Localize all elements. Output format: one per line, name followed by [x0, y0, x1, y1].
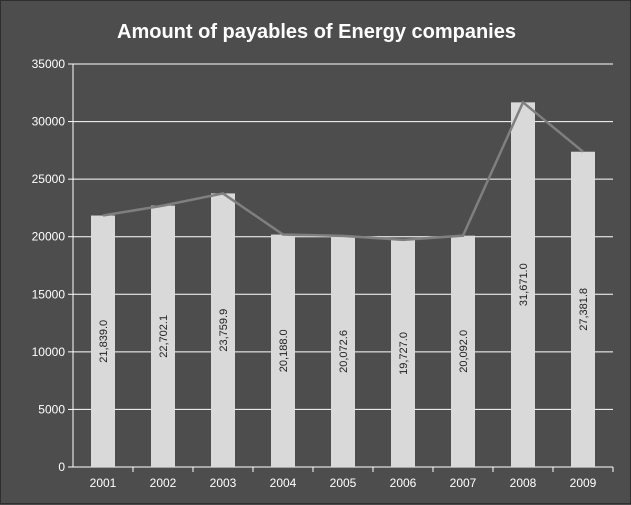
y-tick-label-35000: 35000 — [32, 57, 66, 71]
bar-2004 — [271, 234, 295, 467]
x-tick-label-2009: 2009 — [570, 476, 597, 490]
x-tick-label-2001: 2001 — [90, 476, 117, 490]
data-label-2002: 22,702.1 — [158, 315, 170, 358]
data-label-2005: 20,072.6 — [338, 330, 350, 373]
y-tick-label-5000: 5000 — [38, 402, 65, 416]
y-tick-label-30000: 30000 — [32, 115, 66, 129]
x-tick-label-2006: 2006 — [390, 476, 417, 490]
data-label-2009: 27,381.8 — [578, 288, 590, 331]
x-tick-label-2008: 2008 — [510, 476, 537, 490]
x-tick-label-2003: 2003 — [210, 476, 237, 490]
y-tick-label-25000: 25000 — [32, 172, 66, 186]
bar-2001 — [91, 215, 115, 467]
y-tick-label-15000: 15000 — [32, 287, 66, 301]
data-label-2006: 19,727.0 — [398, 332, 410, 375]
bar-2002 — [151, 205, 175, 467]
x-tick-label-2007: 2007 — [450, 476, 477, 490]
data-label-2001: 21,839.0 — [98, 320, 110, 363]
trend-line — [102, 100, 584, 242]
y-tick-label-0: 0 — [58, 460, 65, 474]
y-tick-label-20000: 20000 — [32, 230, 66, 244]
bar-2005 — [331, 235, 355, 467]
x-tick-label-2002: 2002 — [150, 476, 177, 490]
data-label-2007: 20,092.0 — [458, 330, 470, 373]
x-tick-label-2004: 2004 — [270, 476, 297, 490]
bar-2006 — [391, 239, 415, 467]
bar-2003 — [211, 193, 235, 467]
bar-2007 — [451, 235, 475, 467]
data-label-2003: 23,759.9 — [218, 309, 230, 352]
data-label-2008: 31,671.0 — [518, 263, 530, 306]
x-tick-label-2005: 2005 — [330, 476, 357, 490]
bar-2009 — [571, 151, 595, 467]
bar-2008 — [511, 102, 535, 467]
y-tick-label-10000: 10000 — [32, 345, 66, 359]
data-label-2004: 20,188.0 — [278, 329, 290, 372]
chart-title: Amount of payables of Energy companies — [117, 21, 516, 43]
